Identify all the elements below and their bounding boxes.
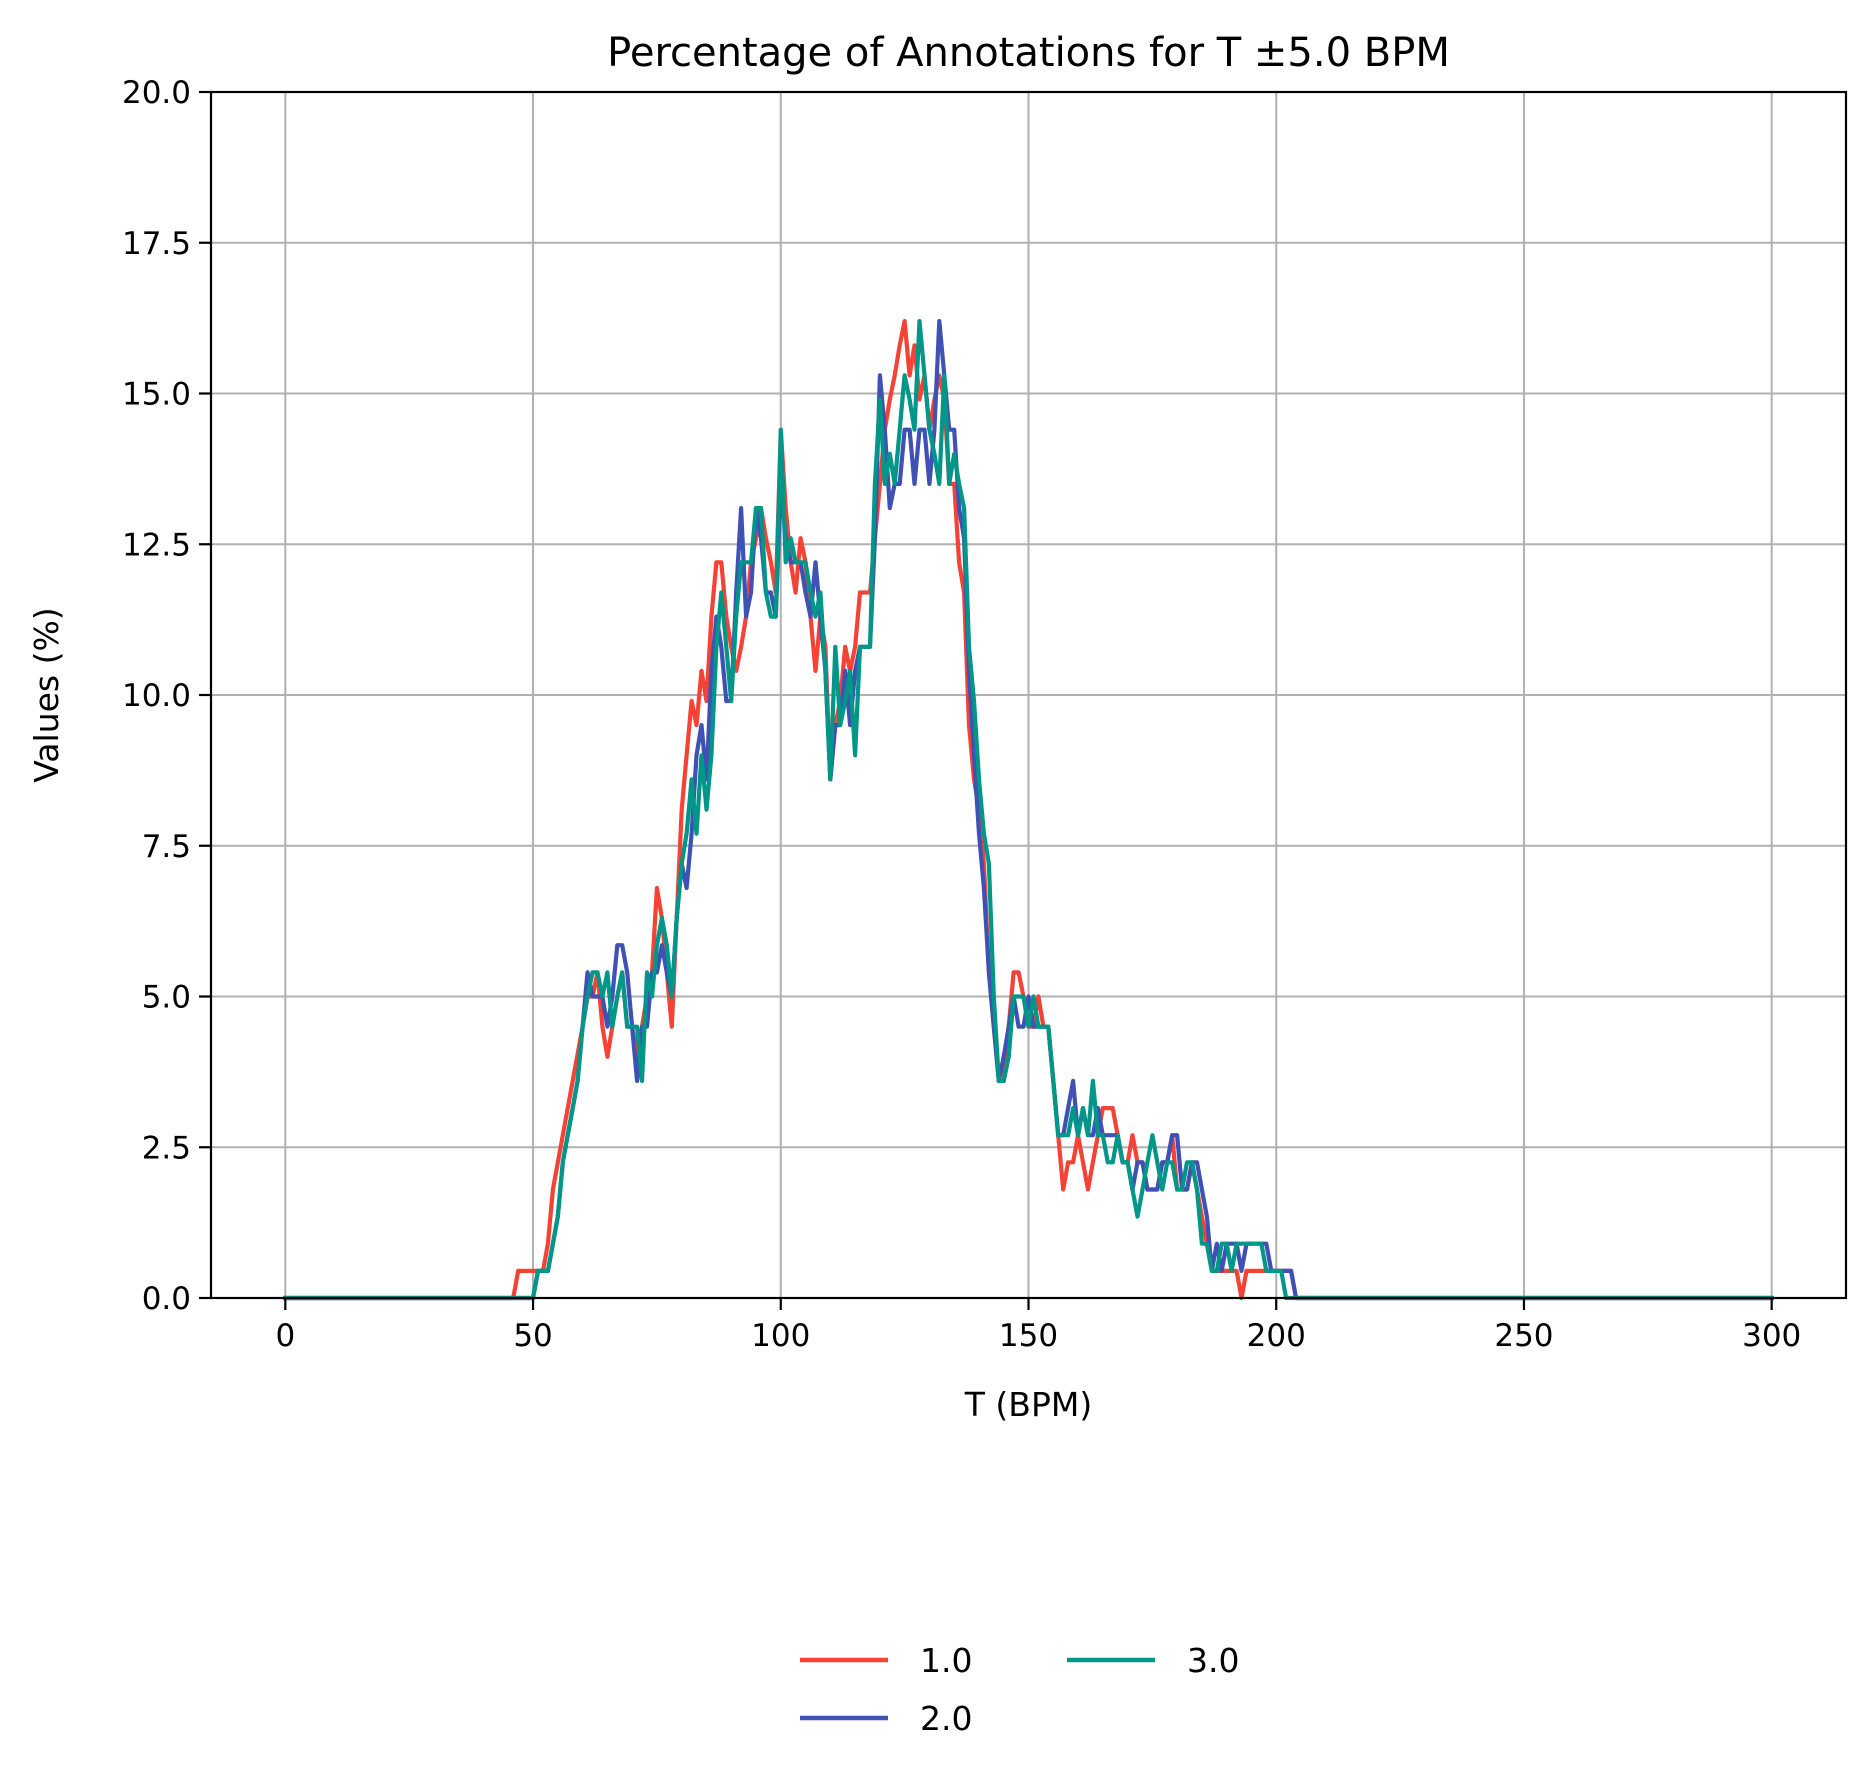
series-layer — [283, 319, 1774, 1301]
legend: 1.0 2.0 3.0 — [800, 1641, 1239, 1738]
y-tick-label: 0.0 — [142, 1281, 191, 1317]
x-tick-label: 150 — [999, 1318, 1058, 1354]
chart-title: Percentage of Annotations for T ±5.0 BPM — [607, 30, 1450, 76]
y-tick-label: 10.0 — [122, 678, 191, 714]
y-tick-label: 2.5 — [142, 1130, 191, 1166]
y-tick-label: 12.5 — [122, 527, 191, 563]
ticks: 0 50 100 150 200 250 300 0.0 2.5 5.0 7.5 10.0 12.5 15… — [122, 75, 1801, 1354]
x-tick-label: 100 — [751, 1318, 810, 1354]
x-tick-label: 0 — [275, 1318, 295, 1354]
y-tick-label: 15.0 — [122, 377, 191, 413]
x-tick-label: 300 — [1742, 1318, 1801, 1354]
legend-label-3: 3.0 — [1187, 1641, 1239, 1680]
series-line-2 — [283, 319, 1774, 1301]
y-tick-label: 17.5 — [122, 226, 191, 262]
x-axis-label: T (BPM) — [964, 1385, 1092, 1424]
legend-label-1: 1.0 — [920, 1641, 972, 1680]
y-tick-label: 7.5 — [142, 829, 191, 865]
series-line-3 — [283, 319, 1774, 1301]
grid — [211, 91, 1846, 1299]
x-tick-label: 250 — [1494, 1318, 1553, 1354]
y-axis-label: Values (%) — [27, 607, 66, 782]
legend-label-2: 2.0 — [920, 1699, 972, 1738]
x-tick-label: 200 — [1247, 1318, 1306, 1354]
x-tick-label: 50 — [513, 1318, 552, 1354]
y-tick-label: 20.0 — [122, 75, 191, 111]
y-tick-label: 5.0 — [142, 980, 191, 1016]
